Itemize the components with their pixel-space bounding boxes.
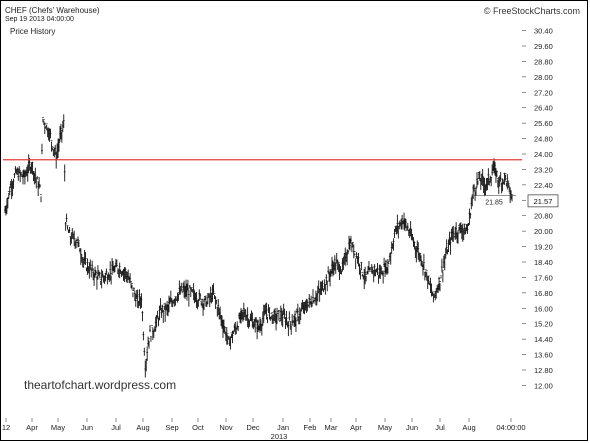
y-tick-label: 23.20 <box>534 165 553 174</box>
y-tick-label: 15.20 <box>534 320 553 329</box>
callout-label: 21.85 <box>485 199 503 206</box>
x-tick-label: 04:00:00 <box>496 423 525 432</box>
y-tick-label: 17.60 <box>534 273 553 282</box>
watermark-text: theartofchart.wordpress.com <box>24 378 177 392</box>
x-tick-label: May <box>378 423 392 432</box>
x-tick-label: Apr <box>350 423 362 432</box>
x-tick-label: Aug <box>462 423 475 432</box>
x-tick-label: Mar <box>325 423 338 432</box>
x-tick-label: Apr <box>26 423 38 432</box>
y-tick-label: 18.40 <box>534 258 553 267</box>
chart-subtitle: Price History <box>10 27 56 36</box>
y-tick-label: 22.40 <box>534 181 553 190</box>
y-tick-label: 28.80 <box>534 57 553 66</box>
x-tick-label: May <box>51 423 65 432</box>
y-tick-label: 27.20 <box>534 88 553 97</box>
y-tick-label: 30.40 <box>534 27 553 36</box>
x-tick-label: Jul <box>111 423 121 432</box>
y-tick-label: 24.80 <box>534 135 553 144</box>
x-tick-label: Nov <box>219 423 233 432</box>
y-tick-label: 16.00 <box>534 304 553 313</box>
x-tick-label: Jan <box>277 423 289 432</box>
y-tick-label: 12.80 <box>534 366 553 375</box>
x-tick-label: Jun <box>81 423 93 432</box>
credit-text: © FreeStockCharts.com <box>483 6 580 16</box>
y-tick-label: 19.20 <box>534 243 553 252</box>
x-axis-year-label: 2013 <box>271 432 288 441</box>
y-tick-label: 13.60 <box>534 351 553 360</box>
chart-title: CHEF (Chefs' Warehouse) <box>5 6 100 15</box>
y-tick-label: 26.40 <box>534 104 553 113</box>
last-price-label: 21.57 <box>534 197 553 206</box>
y-tick-label: 25.60 <box>534 119 553 128</box>
y-tick-label: 14.40 <box>534 335 553 344</box>
y-tick-label: 12.00 <box>534 381 553 390</box>
y-tick-label: 29.60 <box>534 42 553 51</box>
x-tick-label: Jul <box>435 423 445 432</box>
x-tick-label: Aug <box>136 423 149 432</box>
x-tick-label: Oct <box>192 423 205 432</box>
y-tick-label: 20.00 <box>534 227 553 236</box>
x-tick-label: Dec <box>246 423 260 432</box>
x-tick-label: Jun <box>406 423 418 432</box>
x-tick-label: 12 <box>2 423 10 432</box>
chart-timestamp: Sep 19 2013 04:00:00 <box>5 16 74 23</box>
last-price-box <box>527 194 559 208</box>
y-tick-label: 20.80 <box>534 212 553 221</box>
y-tick-label: 28.00 <box>534 73 553 82</box>
y-tick-label: 16.80 <box>534 289 553 298</box>
x-tick-label: Sep <box>165 423 178 432</box>
y-tick-label: 24.00 <box>534 150 553 159</box>
x-tick-label: Feb <box>304 423 317 432</box>
